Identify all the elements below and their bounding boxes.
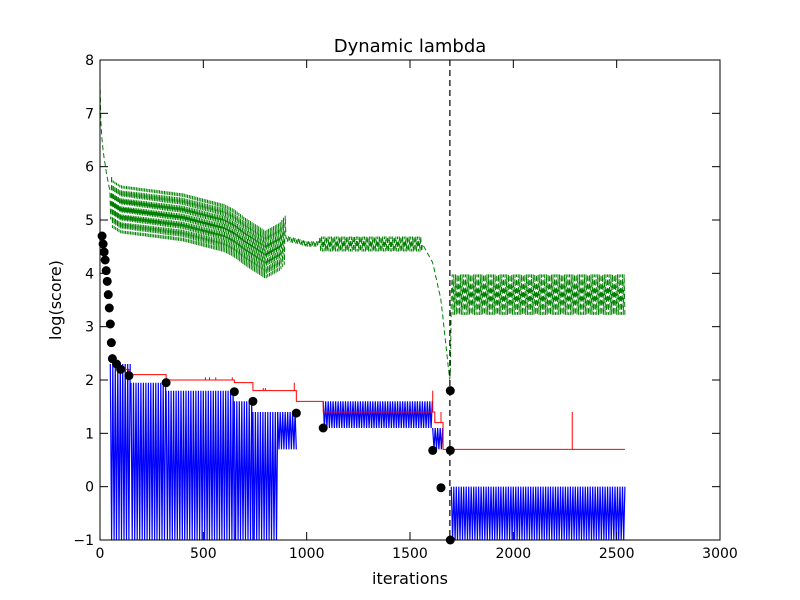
y-tick-label: 6	[85, 160, 94, 176]
blue-series-band-8	[450, 486, 626, 540]
blue-series-band-6	[322, 401, 433, 429]
x-axis-label: iterations	[372, 569, 448, 588]
y-tick-label: 0	[85, 480, 94, 496]
y-tick-label: −1	[73, 533, 94, 549]
red-series-line	[120, 368, 625, 450]
black-marker-point	[124, 371, 134, 381]
x-tick-label: 1500	[392, 546, 428, 562]
blue-series-band-3	[233, 401, 254, 540]
black-marker-point	[428, 445, 438, 455]
y-tick-label: 4	[85, 266, 94, 282]
black-marker-point	[100, 255, 110, 265]
y-axis-label: log(score)	[46, 260, 65, 340]
black-marker-point	[104, 303, 114, 313]
x-tick-label: 3000	[702, 546, 738, 562]
green-series-line	[100, 81, 626, 380]
black-marker-point	[98, 239, 108, 249]
black-marker-point	[161, 378, 171, 388]
y-tick-label: 2	[85, 373, 94, 389]
plot-series-group	[100, 81, 626, 540]
y-tick-label: 5	[85, 213, 94, 229]
plot-area	[97, 60, 626, 545]
blue-series-band-5	[277, 411, 297, 450]
y-tick-label: 3	[85, 320, 94, 336]
black-marker-point	[318, 423, 328, 433]
blue-series-band-2	[165, 390, 235, 540]
y-tick-label: 7	[85, 106, 94, 122]
chart-title: Dynamic lambda	[334, 36, 487, 57]
x-tick-label: 500	[190, 546, 217, 562]
black-marker-point	[291, 408, 301, 418]
axes-frame	[99, 59, 721, 541]
black-marker-point	[116, 364, 126, 374]
blue-series-band-7	[432, 427, 444, 450]
y-tick-label: 8	[85, 53, 94, 69]
black-marker-point	[248, 396, 258, 406]
x-tick-label: 2500	[599, 546, 635, 562]
x-tick-label: 0	[96, 546, 105, 562]
black-marker-point	[99, 247, 109, 257]
black-marker-point	[97, 231, 107, 241]
black-marker-point	[105, 319, 115, 329]
black-marker-point	[103, 290, 113, 300]
x-tick-label: 2000	[496, 546, 532, 562]
black-marker-point	[229, 387, 239, 397]
black-marker-point	[102, 276, 112, 286]
x-tick-label: 1000	[289, 546, 325, 562]
black-marker-point	[436, 483, 446, 493]
blue-series-band-1	[130, 382, 167, 540]
black-marker-point	[106, 338, 116, 348]
blue-series-band-4	[252, 411, 279, 540]
y-tick-label: 1	[85, 426, 94, 442]
